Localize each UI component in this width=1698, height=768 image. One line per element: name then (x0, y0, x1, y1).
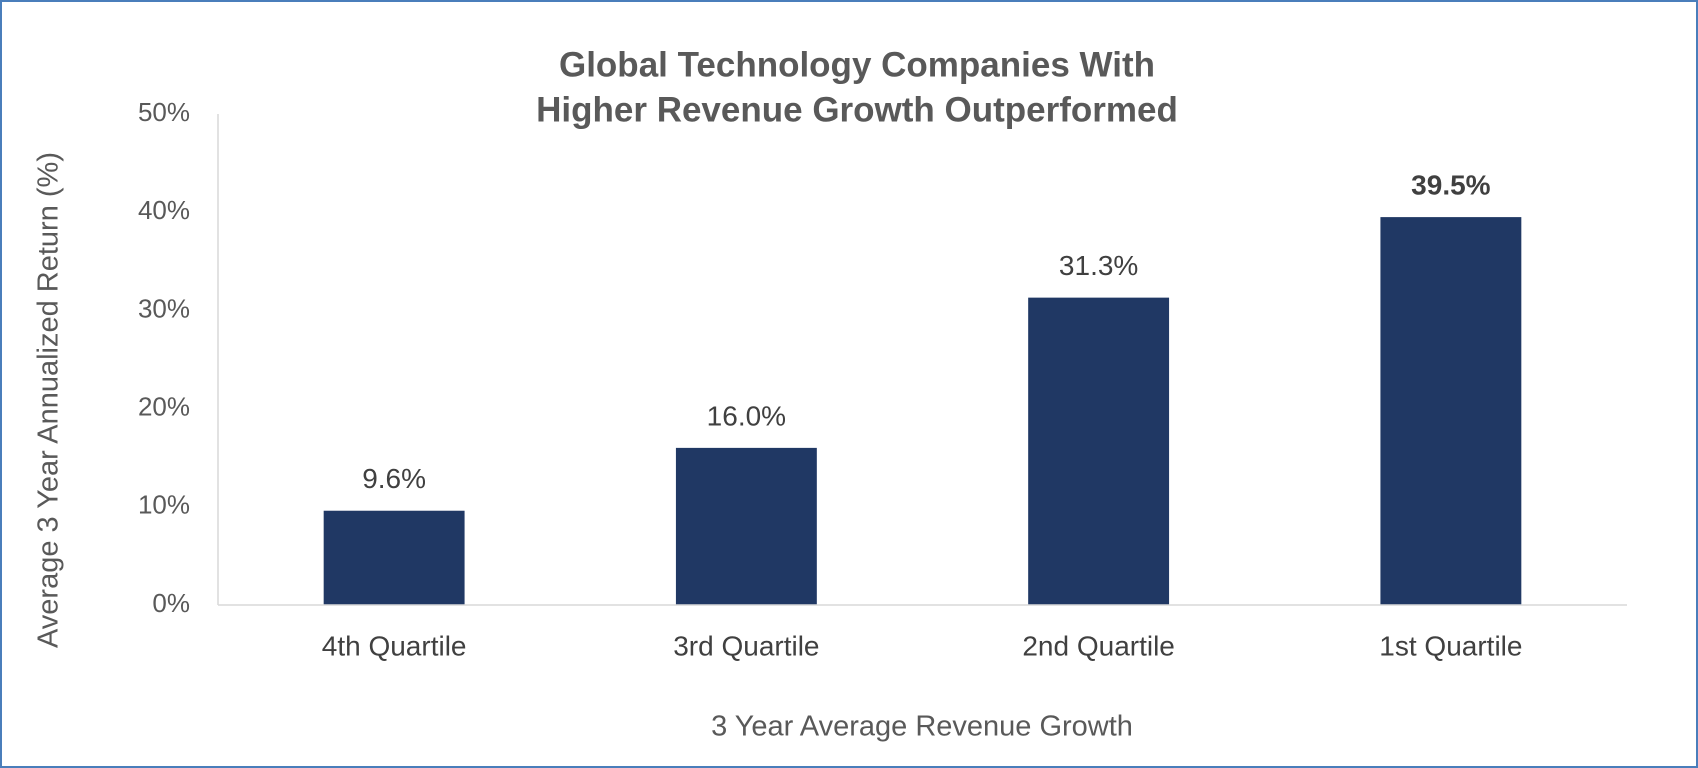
data-label: 9.6% (362, 463, 426, 494)
x-tick-label: 2nd Quartile (1022, 630, 1175, 661)
x-axis-title: 3 Year Average Revenue Growth (711, 711, 1133, 743)
x-tick-label: 1st Quartile (1379, 630, 1522, 661)
y-tick-label: 50% (138, 97, 190, 127)
y-tick-label: 20% (138, 391, 190, 421)
y-tick-label: 0% (152, 588, 190, 618)
chart-title: Global Technology Companies With (559, 45, 1155, 84)
x-tick-label: 3rd Quartile (673, 630, 819, 661)
y-tick-label: 30% (138, 293, 190, 323)
chart-title: Higher Revenue Growth Outperformed (536, 90, 1178, 129)
y-tick-label: 40% (138, 195, 190, 225)
data-label: 31.3% (1059, 250, 1138, 281)
bar (1028, 297, 1170, 605)
bar (323, 510, 465, 605)
x-tick-label: 4th Quartile (322, 630, 467, 661)
y-axis-title: Average 3 Year Annualized Return (%) (33, 152, 65, 648)
y-tick-label: 10% (138, 490, 190, 520)
bar (675, 447, 817, 605)
data-label: 16.0% (707, 400, 786, 431)
bar (1380, 217, 1522, 606)
data-label: 39.5% (1411, 170, 1490, 201)
